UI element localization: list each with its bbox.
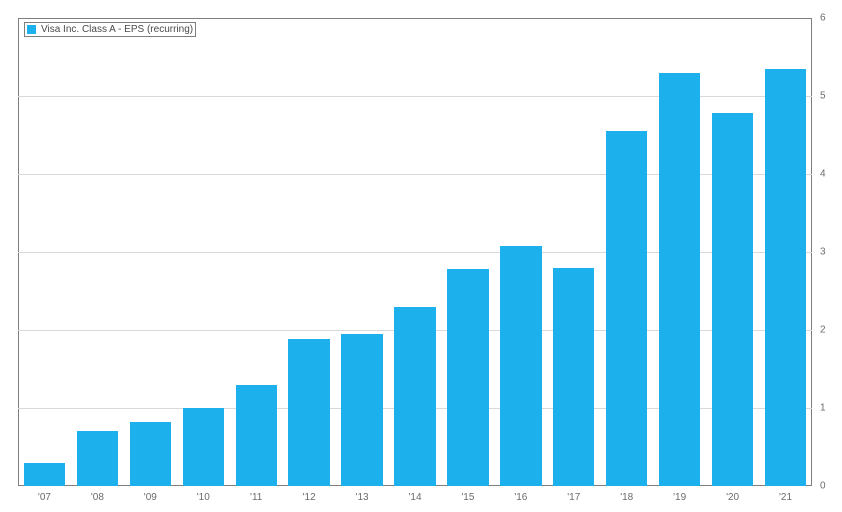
bar: [447, 269, 488, 486]
x-tick-label: '14: [408, 492, 421, 503]
bar: [288, 339, 329, 486]
legend-swatch: [27, 25, 36, 34]
bar: [606, 131, 647, 486]
x-tick-label: '15: [461, 492, 474, 503]
bar: [183, 408, 224, 486]
bar: [500, 246, 541, 486]
bar: [236, 385, 277, 486]
bar: [659, 73, 700, 486]
y-tick-label: 1: [820, 403, 826, 414]
bar: [394, 307, 435, 486]
bar: [77, 431, 118, 486]
x-tick-label: '20: [726, 492, 739, 503]
bar: [712, 113, 753, 486]
bar: [341, 334, 382, 486]
bar: [130, 422, 171, 486]
legend: Visa Inc. Class A - EPS (recurring): [24, 22, 196, 37]
chart-frame: Visa Inc. Class A - EPS (recurring) 0 1 2 3…: [0, 0, 842, 512]
y-tick-label: 5: [820, 91, 826, 102]
y-tick-label: 2: [820, 325, 826, 336]
x-tick-label: '08: [91, 492, 104, 503]
y-tick-label: 6: [820, 13, 826, 24]
y-tick-label: 3: [820, 247, 826, 258]
bar: [765, 69, 806, 486]
y-tick-label: 0: [820, 481, 826, 492]
bar: [553, 268, 594, 486]
x-tick-label: '19: [673, 492, 686, 503]
plot-area: [18, 18, 812, 486]
legend-label: Visa Inc. Class A - EPS (recurring): [41, 24, 193, 35]
x-tick-label: '16: [514, 492, 527, 503]
x-tick-label: '12: [303, 492, 316, 503]
x-tick-label: '17: [567, 492, 580, 503]
bar: [24, 463, 65, 486]
x-tick-label: '07: [38, 492, 51, 503]
x-tick-label: '09: [144, 492, 157, 503]
x-tick-label: '11: [250, 492, 262, 503]
y-tick-label: 4: [820, 169, 826, 180]
x-tick-label: '21: [779, 492, 792, 503]
x-tick-label: '13: [356, 492, 369, 503]
x-tick-label: '10: [197, 492, 210, 503]
x-tick-label: '18: [620, 492, 633, 503]
